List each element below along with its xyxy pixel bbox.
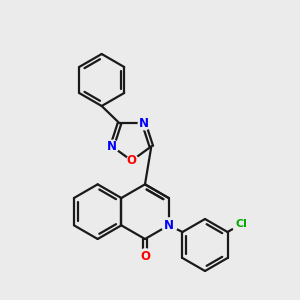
Text: N: N [107,140,117,153]
Text: N: N [164,219,174,232]
Text: N: N [139,117,149,130]
Text: O: O [140,250,150,263]
Text: O: O [127,154,137,167]
Text: Cl: Cl [236,219,247,229]
